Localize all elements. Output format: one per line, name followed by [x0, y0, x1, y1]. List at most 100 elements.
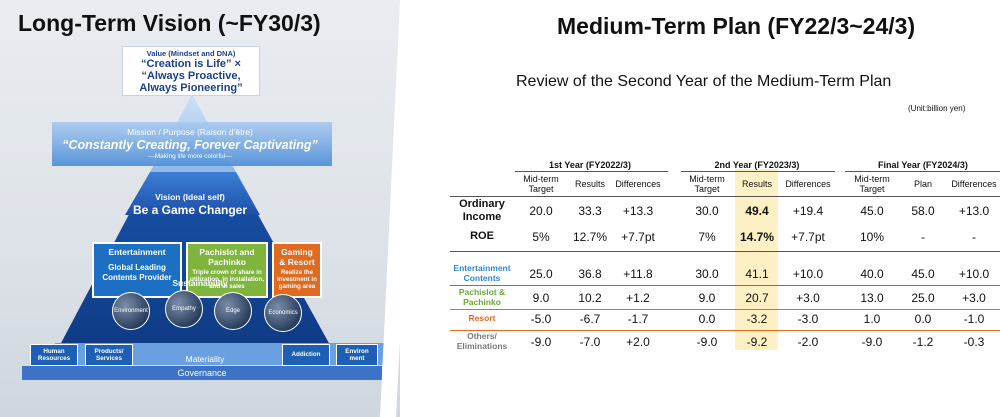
- review-title: Review of the Second Year of the Medium-…: [516, 73, 892, 90]
- column-header-6: Differences: [785, 179, 831, 189]
- segment-2-value-5: 20.7: [745, 291, 769, 305]
- row-1-value-5: 49.4: [745, 204, 769, 218]
- segment-2-value-7: 13.0: [860, 291, 884, 305]
- column-header-3: Differences: [615, 179, 661, 189]
- row-label-1: Ordinary Income: [459, 198, 505, 223]
- row-2-value-1: 5%: [532, 230, 550, 244]
- unit-label: (Unit:billion yen): [908, 104, 966, 113]
- main-rows-bottom-rule: [450, 251, 1000, 252]
- segment-label-2: Pachislot & Pachinko: [458, 287, 506, 307]
- environment-line-1: Environ: [345, 347, 369, 355]
- segment-4-value-1: -9.0: [530, 335, 552, 349]
- row-1-value-3: +13.3: [622, 204, 654, 218]
- row-2-value-9: -: [972, 230, 976, 244]
- materiality-environment: Environ ment: [336, 344, 378, 366]
- row-2-value-5: 14.7%: [739, 230, 775, 244]
- globe-environment-label: Environment: [114, 308, 148, 314]
- segment-3-value-1: -5.0: [530, 312, 552, 326]
- row-2-value-4: 7%: [698, 230, 716, 244]
- column-header-7: Mid-term Target: [854, 174, 890, 194]
- column-header-9: Differences: [951, 179, 997, 189]
- pillar-gaming-title-1: Gaming: [281, 247, 313, 257]
- segment-2-value-6: +3.0: [796, 291, 820, 305]
- pillar-pachislot-body-2: utilization, in installation,: [190, 276, 264, 283]
- segment-4-value-2: -7.0: [579, 335, 601, 349]
- long-term-vision-panel: Long-Term Vision (~FY30/3) Value (Mindse…: [0, 0, 400, 417]
- segment-1-value-3: +11.8: [623, 267, 653, 281]
- row-2-value-6: +7.7pt: [791, 230, 825, 244]
- second-year-results-highlight: [735, 169, 778, 350]
- value-label: Value (Mindset and DNA): [146, 49, 236, 58]
- row-label-2: ROE: [470, 230, 494, 242]
- segment-rule-2: [450, 309, 1000, 310]
- governance-bar: Governance: [22, 366, 382, 380]
- segment-1-value-9: +10.0: [958, 267, 990, 281]
- mission-band: [52, 122, 332, 166]
- globe-empathy-label: Empathy: [172, 306, 196, 312]
- value-line-3: Always Pioneering”: [139, 82, 243, 94]
- pillar-entertainment-body-2: Contents Provider: [102, 273, 172, 282]
- row-2-value-2: 12.7%: [572, 230, 608, 244]
- column-header-4: Mid-term Target: [689, 174, 725, 194]
- globe-edge-label: Edge: [225, 308, 240, 314]
- sustainability-label: Sustainability: [172, 278, 228, 288]
- segment-label-3: Resort: [468, 313, 496, 323]
- segment-2-value-8: 25.0: [911, 291, 935, 305]
- row-1-value-1: 20.0: [529, 204, 553, 218]
- segment-4-value-7: -9.0: [861, 335, 883, 349]
- segment-4-value-9: -0.3: [963, 335, 985, 349]
- pillar-gaming-body-1: Realize the: [280, 269, 314, 276]
- materiality-human-resources: Human Resources: [30, 344, 78, 366]
- segment-label-1: Entertainment Contents: [453, 263, 511, 283]
- segment-3-value-9: -1.0: [963, 312, 985, 326]
- value-box: Value (Mindset and DNA) “Creation is Lif…: [122, 46, 260, 96]
- pillar-pachislot-body-3: and in sales: [209, 283, 245, 290]
- segment-2-value-9: +3.0: [962, 291, 986, 305]
- globe-edge-icon: Edge: [214, 292, 252, 330]
- vision-statement: Be a Game Changer: [132, 203, 248, 217]
- row-1-value-4: 30.0: [695, 204, 719, 218]
- medium-term-plan-title: Medium-Term Plan (FY22/3~24/3): [557, 13, 916, 39]
- mission-statement: “Constantly Creating, Forever Captivatin…: [62, 138, 318, 152]
- pillar-pachislot-title-2: Pachinko: [208, 257, 246, 267]
- segment-3-value-3: -1.7: [627, 312, 649, 326]
- segment-1-value-4: 30.0: [695, 267, 719, 281]
- segment-1-value-2: 36.8: [578, 267, 602, 281]
- row-1-value-8: 58.0: [911, 204, 935, 218]
- globe-environment-icon: Environment: [112, 292, 150, 330]
- pillar-gaming-body-2: investment in: [277, 276, 317, 283]
- group-header-rule-2: [681, 171, 835, 172]
- segment-1-value-7: 40.0: [860, 267, 884, 281]
- segment-3-value-8: 0.0: [914, 312, 932, 326]
- mission-subtext: —Making life more colorful—: [148, 153, 232, 160]
- segment-3-value-4: 0.0: [698, 312, 716, 326]
- long-term-vision-title: Long-Term Vision (~FY30/3): [18, 10, 321, 36]
- pillar-pachislot-body-1: Triple crown of share in: [192, 269, 262, 276]
- segment-4-value-8: -1.2: [912, 335, 934, 349]
- segment-3-value-7: 1.0: [863, 312, 881, 326]
- segment-1-value-8: 45.0: [911, 267, 935, 281]
- segment-1-value-1: 25.0: [529, 267, 553, 281]
- pillar-entertainment: Entertainment Global Leading Contents Pr…: [92, 242, 182, 298]
- column-header-5: Results: [741, 179, 772, 189]
- segment-2-value-4: 9.0: [698, 291, 716, 305]
- segment-3-value-5: -3.2: [746, 312, 768, 326]
- segment-3-value-2: -6.7: [579, 312, 601, 326]
- value-line-2: “Always Proactive,: [141, 70, 241, 82]
- globe-economics-label: Economics: [268, 310, 298, 316]
- segment-label-4: Others/Eliminations: [456, 331, 508, 351]
- human-resources-line-2: Resources: [37, 355, 71, 362]
- human-resources-line-1: Human: [43, 347, 65, 355]
- pillar-gaming-body-3: gaming area: [278, 283, 316, 290]
- products-services-line-1: Products/: [94, 347, 124, 355]
- row-1-value-2: 33.3: [578, 204, 602, 218]
- globe-empathy-icon: Empathy: [165, 290, 203, 328]
- segment-4-value-3: +2.0: [626, 335, 650, 349]
- group-header-rule-1: [515, 171, 668, 172]
- segment-3-value-6: -3.0: [797, 312, 819, 326]
- row-1-value-7: 45.0: [860, 204, 884, 218]
- pillar-entertainment-body-1: Global Leading: [108, 263, 166, 272]
- environment-line-2: ment: [349, 355, 365, 362]
- row-2-value-8: -: [921, 230, 925, 244]
- segment-2-value-1: 9.0: [532, 291, 550, 305]
